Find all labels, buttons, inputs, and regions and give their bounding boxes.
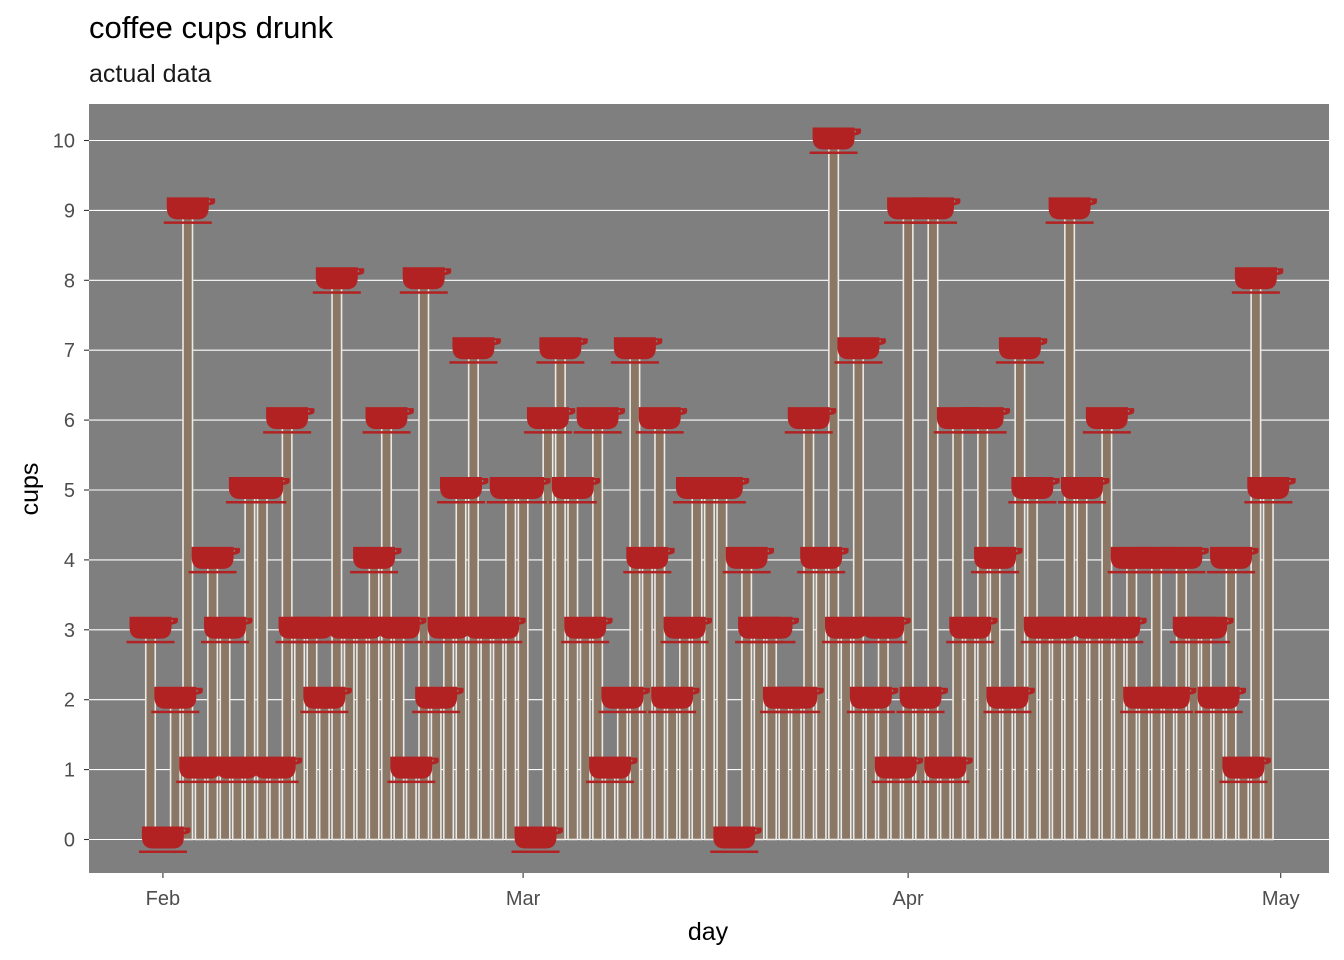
bar — [865, 698, 877, 841]
y-tick-label: 5 — [64, 480, 75, 502]
bar — [1163, 698, 1175, 841]
x-tick-label: Mar — [506, 888, 541, 910]
bar — [679, 628, 691, 841]
bar — [840, 628, 852, 841]
x-tick-label: Feb — [146, 888, 180, 910]
bar — [293, 628, 306, 841]
y-tick-label: 8 — [64, 270, 75, 292]
x-axis: Feb Mar Apr May — [146, 873, 1300, 910]
bar — [393, 628, 405, 841]
bar — [231, 768, 243, 841]
bar — [716, 489, 728, 841]
bar — [182, 209, 194, 841]
bar — [828, 139, 840, 841]
bar — [144, 628, 157, 841]
bar — [927, 209, 939, 841]
chart-subtitle: actual data — [89, 60, 212, 88]
bar — [641, 559, 653, 841]
y-tick-label: 4 — [64, 550, 75, 572]
y-axis: 0 1 2 3 4 5 6 7 8 9 10 — [53, 131, 89, 852]
bar — [753, 628, 765, 841]
bar — [505, 489, 517, 841]
bar — [852, 349, 864, 841]
bar — [1014, 349, 1026, 841]
chart-title: coffee cups drunk — [89, 10, 334, 45]
bar — [467, 349, 479, 841]
bar — [1237, 768, 1250, 841]
bar — [567, 489, 579, 841]
bar — [964, 628, 976, 841]
bar — [654, 419, 666, 841]
bar — [430, 698, 442, 841]
bar — [1200, 628, 1212, 841]
x-axis-title: day — [688, 918, 729, 946]
bar — [778, 698, 790, 841]
bar — [691, 489, 703, 841]
bar — [356, 628, 368, 841]
bar — [1001, 698, 1014, 841]
bar — [405, 768, 417, 841]
bar — [939, 768, 951, 841]
y-tick-label: 0 — [64, 830, 75, 852]
x-tick-label: Apr — [893, 888, 924, 910]
bar — [877, 628, 889, 841]
bar — [492, 628, 504, 841]
bar — [169, 698, 181, 841]
y-tick-label: 7 — [64, 340, 75, 362]
bar — [1051, 628, 1063, 841]
y-tick-label: 6 — [64, 410, 75, 432]
y-axis-title: cups — [16, 463, 44, 516]
bar — [890, 768, 902, 841]
x-tick-label: May — [1262, 888, 1300, 910]
bar — [815, 559, 827, 841]
bar — [1188, 628, 1200, 841]
bar — [790, 698, 802, 841]
bar — [703, 489, 715, 841]
bar — [604, 768, 616, 841]
bar — [480, 628, 492, 841]
bar — [803, 419, 815, 841]
bar — [194, 768, 206, 841]
bar — [1064, 209, 1076, 841]
bar — [1026, 489, 1038, 841]
y-tick-label: 9 — [64, 200, 75, 222]
bar — [306, 628, 318, 841]
bar — [741, 559, 753, 841]
bar — [765, 628, 778, 841]
bar — [219, 628, 231, 841]
bar — [629, 349, 641, 841]
bar — [455, 489, 467, 841]
bar — [269, 768, 281, 841]
bar — [256, 489, 268, 841]
bar — [1250, 279, 1262, 841]
bar — [1088, 628, 1100, 841]
bar — [1039, 628, 1051, 841]
bar — [443, 628, 455, 841]
bar — [207, 559, 219, 841]
y-tick-label: 1 — [64, 760, 75, 782]
bar — [579, 628, 591, 841]
bar — [331, 279, 343, 841]
bar — [368, 559, 380, 841]
bar — [244, 489, 256, 841]
bar — [343, 628, 355, 841]
bar — [914, 698, 927, 841]
bar — [902, 209, 914, 841]
y-tick-label: 2 — [64, 690, 75, 712]
bar — [1138, 698, 1150, 841]
bar — [1262, 489, 1274, 841]
bar — [1213, 698, 1225, 841]
y-tick-label: 3 — [64, 620, 75, 642]
bar — [1113, 628, 1125, 841]
bar — [318, 698, 330, 841]
bar — [418, 279, 430, 841]
bar — [666, 698, 678, 841]
y-tick-label: 10 — [53, 131, 75, 153]
bar — [1076, 489, 1088, 841]
bar — [517, 489, 529, 841]
